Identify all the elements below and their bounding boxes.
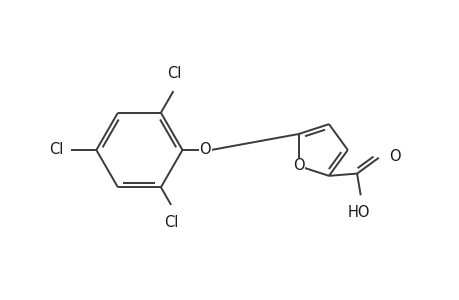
Text: O: O	[292, 158, 304, 173]
Text: Cl: Cl	[163, 215, 178, 230]
Text: O: O	[199, 142, 210, 158]
Text: O: O	[388, 149, 399, 164]
Text: Cl: Cl	[49, 142, 63, 158]
Text: HO: HO	[347, 205, 369, 220]
Text: Cl: Cl	[166, 66, 181, 81]
